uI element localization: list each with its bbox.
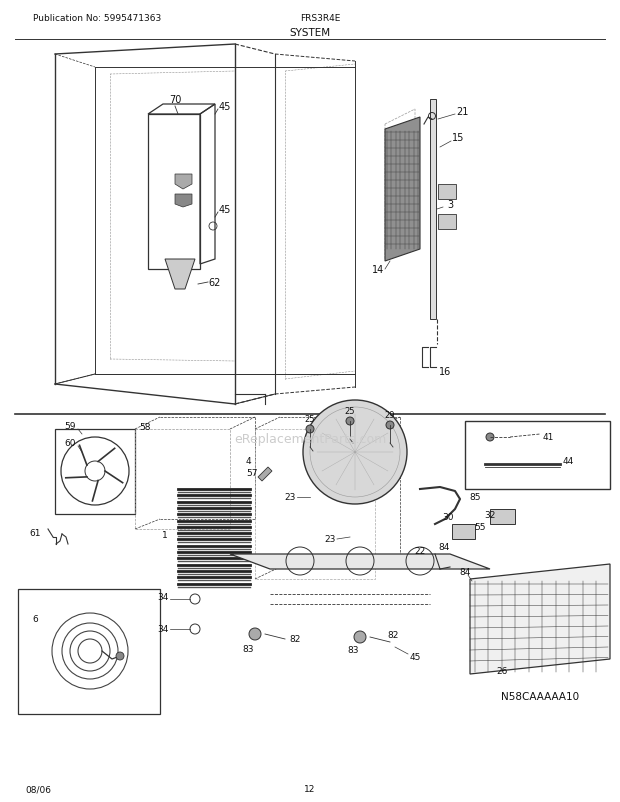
Circle shape — [306, 426, 314, 433]
Text: 26: 26 — [497, 666, 508, 675]
Text: 60: 60 — [64, 439, 76, 448]
Text: 25: 25 — [305, 415, 315, 424]
Text: 4: 4 — [245, 457, 251, 466]
Text: 44: 44 — [562, 457, 574, 466]
Text: 57: 57 — [246, 469, 258, 478]
Text: 22: 22 — [414, 547, 425, 556]
Polygon shape — [175, 175, 192, 190]
Text: 32: 32 — [484, 511, 495, 520]
Text: 45: 45 — [219, 102, 231, 111]
Text: 83: 83 — [242, 645, 254, 654]
Polygon shape — [438, 184, 456, 200]
Text: 70: 70 — [169, 95, 181, 105]
Circle shape — [303, 400, 407, 504]
Polygon shape — [165, 260, 195, 290]
Text: 08/06: 08/06 — [25, 784, 51, 793]
Text: 29: 29 — [385, 411, 396, 420]
Circle shape — [116, 652, 124, 660]
Polygon shape — [385, 118, 420, 261]
Circle shape — [354, 631, 366, 643]
Text: 58: 58 — [140, 423, 151, 432]
Text: 21: 21 — [456, 107, 468, 117]
Polygon shape — [452, 525, 475, 539]
Text: 84: 84 — [438, 543, 450, 552]
Text: 12: 12 — [304, 784, 316, 793]
Text: 55: 55 — [474, 523, 485, 532]
Text: 34: 34 — [157, 625, 169, 634]
Text: 6: 6 — [32, 615, 38, 624]
Polygon shape — [430, 100, 436, 320]
Text: 83: 83 — [347, 646, 359, 654]
Circle shape — [249, 628, 261, 640]
Circle shape — [486, 433, 494, 441]
Text: 85: 85 — [469, 493, 481, 502]
Text: 34: 34 — [157, 593, 169, 602]
Text: 62: 62 — [209, 277, 221, 288]
Text: 82: 82 — [290, 634, 301, 644]
Text: eReplacementParts.com: eReplacementParts.com — [234, 433, 386, 446]
Text: 45: 45 — [409, 653, 421, 662]
Text: 59: 59 — [64, 422, 76, 431]
Polygon shape — [230, 554, 490, 569]
Text: 41: 41 — [542, 433, 554, 442]
Text: 61: 61 — [29, 528, 41, 537]
Circle shape — [346, 418, 354, 426]
Text: 16: 16 — [439, 367, 451, 376]
Text: 25: 25 — [345, 407, 355, 416]
Text: 3: 3 — [447, 200, 453, 210]
Polygon shape — [490, 509, 515, 525]
Polygon shape — [438, 215, 456, 229]
Polygon shape — [258, 468, 272, 481]
Circle shape — [386, 422, 394, 429]
Text: 82: 82 — [388, 630, 399, 640]
Text: 45: 45 — [219, 205, 231, 215]
Text: 23: 23 — [324, 535, 335, 544]
Text: SYSTEM: SYSTEM — [290, 28, 330, 38]
Text: 30: 30 — [442, 512, 454, 522]
Text: 14: 14 — [372, 265, 384, 274]
Text: N58CAAAAA10: N58CAAAAA10 — [501, 691, 579, 701]
Text: 84: 84 — [459, 568, 471, 577]
Polygon shape — [175, 195, 192, 208]
Text: 23: 23 — [285, 493, 296, 502]
Text: FRS3R4E: FRS3R4E — [300, 14, 340, 23]
Text: Publication No: 5995471363: Publication No: 5995471363 — [33, 14, 161, 23]
Polygon shape — [470, 565, 610, 674]
Text: 1: 1 — [162, 530, 168, 539]
Text: 15: 15 — [452, 133, 464, 143]
Circle shape — [85, 461, 105, 481]
